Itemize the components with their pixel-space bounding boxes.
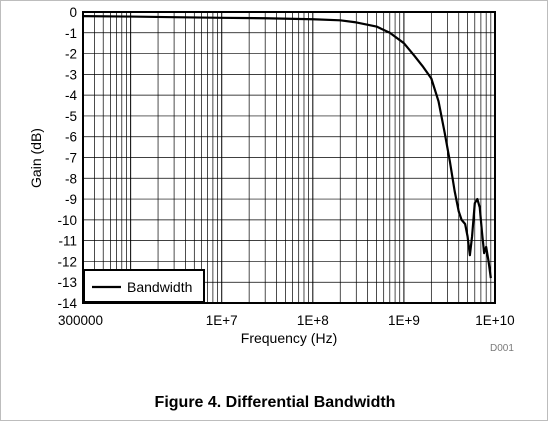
x-tick-label: 1E+9 <box>388 313 420 328</box>
x-axis-tick-labels: 300000 1E+7 1E+8 1E+9 1E+10 <box>58 313 515 328</box>
y-tick-label: -8 <box>65 171 77 186</box>
figure-caption: Figure 4. Differential Bandwidth <box>154 394 396 411</box>
y-tick-label: -5 <box>65 109 77 124</box>
y-axis-tick-labels: 0 -1 -2 -3 -4 -5 -6 -7 -8 -9 -10 -11 -12 -13 -14 <box>57 5 77 311</box>
y-tick-label: -11 <box>58 234 77 249</box>
grid <box>82 11 496 304</box>
y-tick-label: -6 <box>65 130 77 145</box>
y-tick-label: -12 <box>57 254 77 269</box>
y-tick-label: -9 <box>65 192 77 207</box>
y-tick-label: -7 <box>65 151 77 166</box>
x-axis-title: Frequency (Hz) <box>241 330 337 346</box>
y-tick-label: -4 <box>65 88 77 103</box>
y-tick-label: -2 <box>65 47 77 62</box>
y-tick-label: -14 <box>57 296 77 311</box>
x-tick-label: 1E+8 <box>297 313 329 328</box>
y-tick-label: 0 <box>69 5 77 20</box>
y-tick-label: -1 <box>65 26 77 41</box>
x-tick-label: 300000 <box>58 313 103 328</box>
y-tick-label: -13 <box>57 275 77 290</box>
plot-border <box>82 11 496 304</box>
figure-code: D001 <box>490 343 514 354</box>
y-tick-label: -3 <box>65 67 77 82</box>
legend: Bandwidth <box>83 269 205 303</box>
legend-label-bandwidth: Bandwidth <box>127 279 192 295</box>
y-axis-title: Gain (dB) <box>28 128 44 188</box>
series-line-bandwidth <box>82 15 492 279</box>
x-tick-label: 1E+10 <box>475 313 514 328</box>
x-tick-label: 1E+7 <box>206 313 238 328</box>
y-tick-label: -10 <box>57 213 77 228</box>
